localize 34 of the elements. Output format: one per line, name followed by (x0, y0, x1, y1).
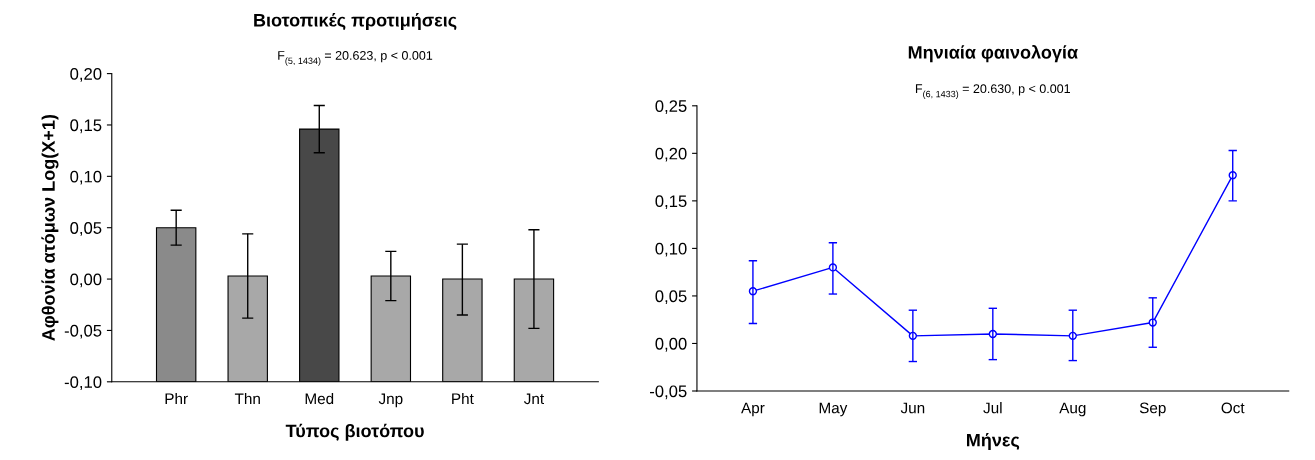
y-tick-label: -0,05 (64, 324, 102, 339)
x-tick-label: Phr (165, 392, 188, 404)
x-tick-label: Med (305, 392, 334, 405)
y-tick-label: -0,10 (64, 376, 102, 390)
chart-subtitle: F(6, 1433) = 20.630, p < 0.001 (915, 84, 1070, 99)
y-tick-label: 0,05 (655, 290, 687, 305)
chart-title: Βιοτοπικές προτιμήσεις (254, 13, 457, 31)
y-tick-label: 0,05 (70, 222, 102, 236)
x-axis-title: Μήνες (967, 433, 1020, 451)
y-tick-label: 0,15 (70, 119, 102, 134)
chart-title: Μηνιαία φαινολογία (908, 45, 1078, 63)
y-tick-label: 0,20 (655, 147, 687, 162)
y-axis-title: Αφθονία ατόμων Log(X+1) (41, 114, 59, 341)
y-tick-label: 0,10 (655, 242, 687, 257)
x-tick-label: Jnp (378, 393, 403, 408)
y-tick-label: 0,10 (70, 170, 102, 185)
y-tick-label: -0,05 (649, 385, 687, 400)
x-tick-label: Thn (234, 392, 260, 404)
y-tick-label: 0,00 (70, 273, 102, 288)
y-tick-label: 0,15 (655, 195, 687, 210)
x-tick-label: Oct (1221, 402, 1245, 414)
x-tick-label: Jul (983, 402, 1002, 414)
x-tick-label: Aug (1059, 402, 1086, 417)
x-tick-label: Apr (741, 402, 765, 417)
y-tick-label: 0,00 (655, 337, 687, 352)
x-tick-label: Pht (452, 392, 474, 405)
x-tick-label: Jnt (523, 393, 545, 405)
chart-subtitle: F(5, 1434) = 20.623, p < 0.001 (278, 51, 433, 66)
x-axis-title: Τύπος βιοτόπου (285, 423, 424, 441)
y-tick-label: 0,20 (70, 68, 102, 82)
x-tick-label: Jun (900, 402, 925, 414)
x-tick-label: Sep (1139, 402, 1166, 417)
y-tick-label: 0,25 (655, 100, 687, 114)
x-tick-label: May (819, 402, 848, 417)
